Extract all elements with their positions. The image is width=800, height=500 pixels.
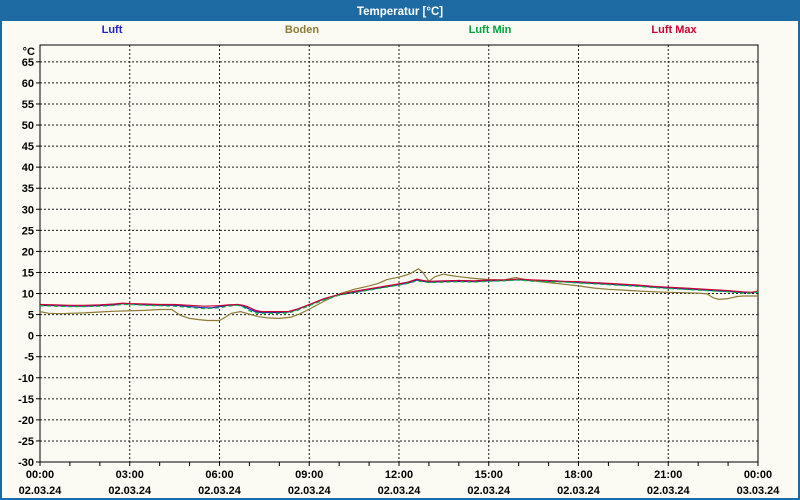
svg-text:02.03.24: 02.03.24	[108, 485, 152, 497]
svg-text:21:00: 21:00	[654, 469, 682, 481]
svg-text:15: 15	[22, 267, 34, 279]
svg-text:20: 20	[22, 246, 34, 258]
window-title: Temperatur [°C]	[356, 5, 444, 18]
legend-item-boden: Boden	[284, 24, 320, 36]
svg-text:02.03.24: 02.03.24	[288, 485, 332, 497]
svg-text:40: 40	[22, 162, 34, 174]
svg-text:50: 50	[22, 120, 34, 132]
svg-text:-25: -25	[18, 436, 34, 448]
svg-text:-15: -15	[18, 394, 34, 406]
svg-text:25: 25	[22, 225, 34, 237]
svg-text:55: 55	[22, 99, 34, 111]
svg-text:45: 45	[22, 141, 34, 153]
svg-text:60: 60	[22, 78, 34, 90]
svg-text:06:00: 06:00	[205, 469, 233, 481]
legend-item-luft: Luft	[101, 24, 123, 36]
legend-item-luft-max: Luft Max	[651, 24, 697, 36]
svg-text:35: 35	[22, 183, 34, 195]
svg-text:18:00: 18:00	[564, 469, 592, 481]
svg-text:03:00: 03:00	[116, 469, 144, 481]
svg-text:-20: -20	[18, 415, 34, 427]
svg-text:02.03.24: 02.03.24	[378, 485, 422, 497]
svg-text:-5: -5	[24, 352, 34, 364]
svg-text:10: 10	[22, 289, 34, 301]
chart-legend: Luft Boden Luft Min Luft Max	[2, 21, 798, 42]
svg-text:02.03.24: 02.03.24	[647, 485, 691, 497]
svg-text:12:00: 12:00	[385, 469, 413, 481]
svg-text:-10: -10	[18, 373, 34, 385]
svg-text:30: 30	[22, 204, 34, 216]
svg-text:0: 0	[28, 331, 34, 343]
svg-text:02.03.24: 02.03.24	[19, 485, 63, 497]
svg-text:15:00: 15:00	[475, 469, 503, 481]
svg-text:02.03.24: 02.03.24	[198, 485, 242, 497]
legend-item-luft-min: Luft Min	[468, 24, 512, 36]
title-bar: Temperatur [°C]	[2, 2, 798, 21]
svg-text:65: 65	[22, 57, 34, 69]
temperature-chart: -30 -25 -20 -15 -10 -5 0 5 10 15 20 25 30 35 40 45 50 55 6…	[18, 44, 781, 497]
svg-text:02.03.24: 02.03.24	[467, 485, 511, 497]
svg-text:00:00: 00:00	[26, 469, 54, 481]
svg-text:00:00: 00:00	[744, 469, 772, 481]
svg-text:5: 5	[28, 310, 34, 322]
svg-text:02.03.24: 02.03.24	[557, 485, 601, 497]
svg-text:°C: °C	[23, 46, 35, 58]
svg-text:09:00: 09:00	[295, 469, 323, 481]
svg-text:03.03.24: 03.03.24	[737, 485, 781, 497]
svg-text:-30: -30	[18, 457, 34, 469]
